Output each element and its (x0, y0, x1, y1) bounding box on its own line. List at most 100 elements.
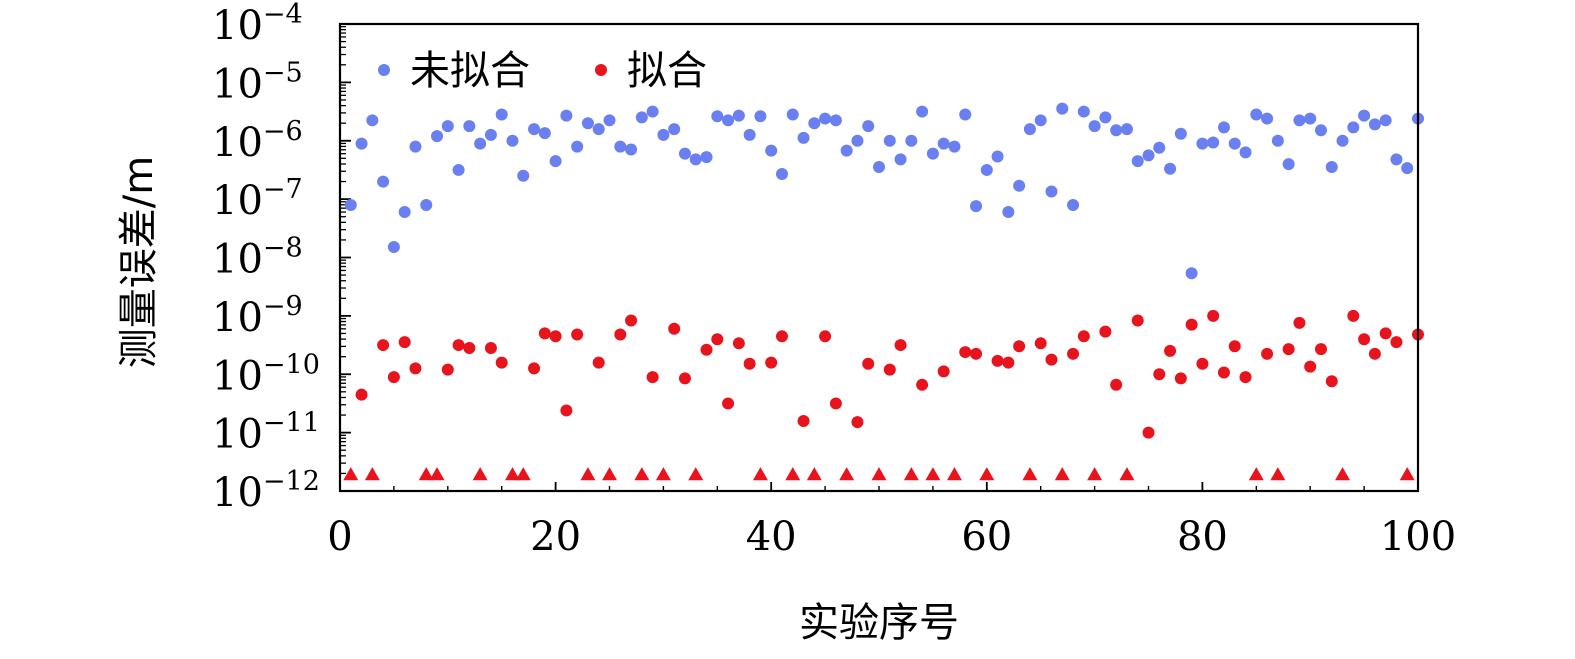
data-point-triangle (515, 467, 531, 481)
data-point (1110, 378, 1123, 391)
data-point (1261, 347, 1274, 360)
data-point (722, 397, 735, 410)
data-point (700, 151, 713, 164)
data-point (1379, 327, 1392, 340)
data-point (538, 327, 551, 340)
data-point-triangle (806, 467, 822, 481)
data-point (592, 123, 605, 136)
data-point (959, 108, 972, 121)
data-point (1304, 360, 1317, 373)
data-point (441, 363, 454, 376)
data-point (614, 328, 627, 341)
x-axis-title: 实验序号 (799, 600, 959, 646)
series-group (343, 467, 1415, 481)
data-point (441, 120, 454, 133)
data-point (1153, 368, 1166, 381)
data-point (991, 354, 1004, 367)
x-tick-label: 20 (530, 514, 581, 560)
data-point (1067, 198, 1080, 211)
data-point (937, 365, 950, 378)
y-tick-label: 10−5 (212, 57, 303, 107)
data-point (377, 339, 390, 352)
data-point (743, 128, 756, 141)
legend-label: 未拟合 (410, 48, 530, 94)
data-point (732, 109, 745, 122)
data-point (980, 163, 993, 176)
data-point (1023, 123, 1036, 136)
y-tick-label: 10−4 (212, 0, 303, 49)
data-point (474, 137, 487, 150)
data-point-triangle (364, 467, 380, 481)
data-point (1110, 124, 1123, 137)
data-point (970, 200, 983, 213)
data-point (894, 153, 907, 166)
data-point (517, 169, 530, 182)
data-point (862, 357, 875, 370)
data-point (625, 314, 638, 327)
y-tick-label: 10−12 (212, 466, 320, 516)
data-point (937, 137, 950, 150)
data-point-triangle (1248, 467, 1264, 481)
data-point (1164, 344, 1177, 357)
data-point (883, 363, 896, 376)
data-point (786, 108, 799, 121)
y-axis-title: 测量误差/m (116, 156, 162, 368)
data-point (549, 330, 562, 343)
data-point-triangle (925, 467, 941, 481)
data-point (916, 378, 929, 391)
data-point-triangle (946, 467, 962, 481)
data-point (1271, 134, 1284, 147)
data-point (1056, 102, 1069, 115)
data-point (1368, 118, 1381, 131)
y-tick-label: 10−8 (212, 233, 303, 283)
data-point (797, 414, 810, 427)
data-point (1239, 371, 1252, 384)
data-point (1099, 325, 1112, 338)
data-point (1088, 120, 1101, 133)
data-point-triangle (1335, 467, 1351, 481)
data-point-triangle (429, 467, 445, 481)
data-point-triangle (472, 467, 488, 481)
data-point (916, 105, 929, 118)
data-point (775, 330, 788, 343)
data-point (387, 240, 400, 253)
y-tick-label: 10−6 (212, 116, 303, 166)
data-point-triangle (504, 467, 520, 481)
data-point (1358, 333, 1371, 346)
data-point (829, 397, 842, 410)
data-point (1045, 353, 1058, 366)
y-tick-label: 10−9 (212, 291, 303, 341)
data-point-triangle (1022, 467, 1038, 481)
data-point (1207, 309, 1220, 322)
data-point (538, 127, 551, 140)
data-point (528, 362, 541, 375)
data-point (1013, 340, 1026, 353)
legend-marker (378, 64, 390, 76)
data-point (420, 198, 433, 211)
data-point (1368, 347, 1381, 360)
data-point (1217, 366, 1230, 379)
data-point (1250, 108, 1263, 121)
data-point (635, 111, 648, 124)
data-point (1207, 136, 1220, 149)
data-point (495, 108, 508, 121)
data-point (1077, 330, 1090, 343)
plot-frame (338, 22, 1420, 493)
data-point-triangle (1270, 467, 1286, 481)
y-tick-label: 10−10 (212, 349, 320, 399)
legend-marker (595, 64, 607, 76)
data-point (765, 144, 778, 157)
data-point (581, 117, 594, 130)
data-point (377, 175, 390, 188)
data-point (1217, 121, 1230, 134)
data-point (700, 343, 713, 356)
data-point-triangle (903, 467, 919, 481)
legend: 未拟合 拟合 (378, 48, 707, 94)
data-point-triangle (752, 467, 768, 481)
data-point (1142, 149, 1155, 162)
data-point (1131, 314, 1144, 327)
data-point (1099, 111, 1112, 124)
data-point (1347, 309, 1360, 322)
data-point (711, 110, 724, 123)
